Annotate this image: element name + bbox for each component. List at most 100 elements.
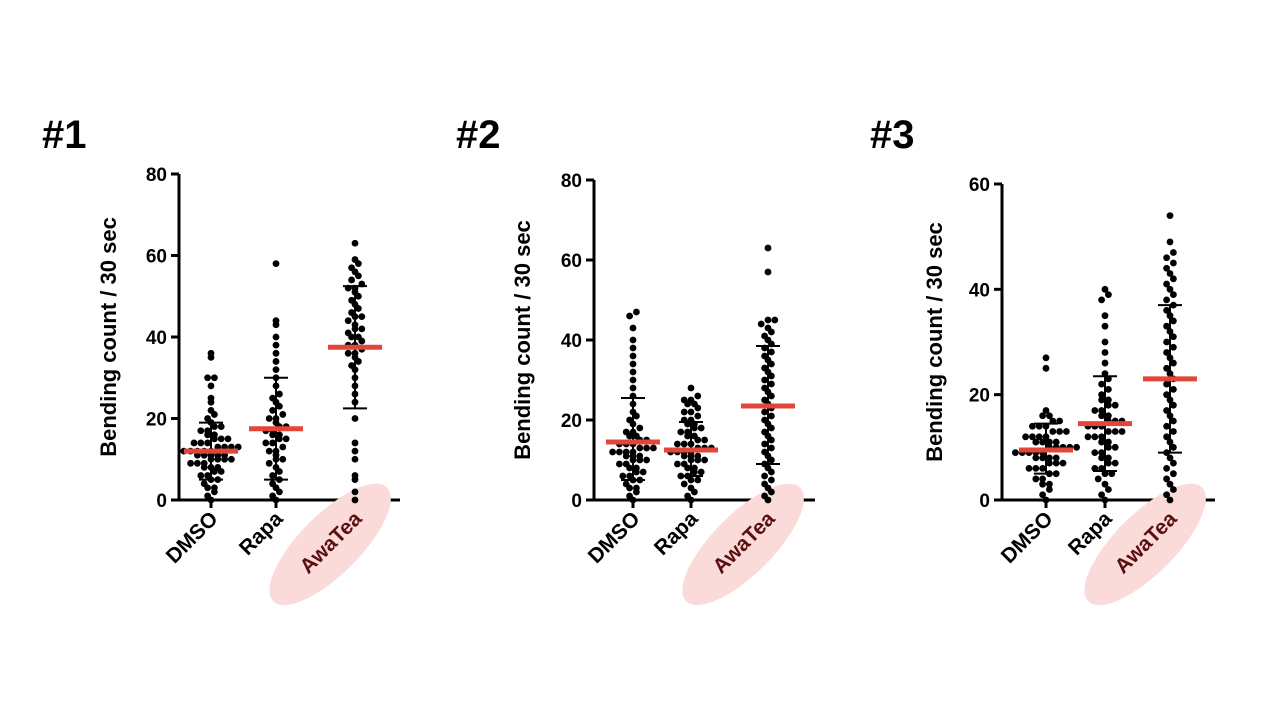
data-point xyxy=(626,472,633,480)
data-point xyxy=(768,412,775,420)
data-point xyxy=(1039,491,1046,499)
data-point xyxy=(265,459,273,467)
data-point xyxy=(1098,380,1105,388)
data-point xyxy=(680,408,688,416)
data-point xyxy=(1163,475,1170,483)
data-point xyxy=(687,396,695,404)
data-point xyxy=(1170,470,1177,478)
data-point xyxy=(272,358,280,365)
data-point xyxy=(204,374,212,382)
category-highlight xyxy=(1084,483,1206,606)
data-point xyxy=(1046,438,1053,446)
data-point xyxy=(1105,443,1112,451)
data-point xyxy=(348,309,355,316)
data-point xyxy=(1166,285,1174,293)
data-point xyxy=(680,440,688,448)
y-tick-label: 20 xyxy=(146,410,167,431)
data-point xyxy=(1163,307,1170,314)
data-point xyxy=(1046,459,1053,467)
data-point xyxy=(629,344,637,352)
data-point xyxy=(1098,296,1105,304)
data-point xyxy=(768,348,775,356)
data-point xyxy=(1170,249,1177,256)
data-point xyxy=(680,480,688,488)
chart-panel-2: #2 Bending count / 30 sec 0 20 40 60 80 DMSO Rap… xyxy=(456,113,815,606)
data-point xyxy=(351,415,359,422)
data-point xyxy=(1105,459,1112,467)
data-point xyxy=(1084,433,1092,441)
data-point xyxy=(1170,486,1177,493)
data-point xyxy=(348,362,355,369)
data-point xyxy=(1163,380,1170,388)
data-point xyxy=(276,431,283,439)
data-point xyxy=(629,336,637,344)
data-point xyxy=(1032,438,1040,446)
data-point xyxy=(1098,433,1105,441)
data-point xyxy=(217,435,225,443)
data-point xyxy=(1163,465,1170,472)
data-point xyxy=(1039,412,1046,420)
data-point xyxy=(761,408,768,416)
data-point xyxy=(344,317,352,325)
data-point xyxy=(1170,359,1177,367)
data-point xyxy=(1012,449,1019,456)
data-point xyxy=(694,476,702,484)
data-point xyxy=(279,411,287,418)
data-point xyxy=(1052,438,1060,446)
data-point xyxy=(351,496,359,504)
data-point xyxy=(1170,291,1177,298)
data-point xyxy=(619,472,627,480)
data-point xyxy=(687,384,695,392)
data-point xyxy=(279,455,287,463)
data-point xyxy=(272,333,280,341)
data-point xyxy=(204,439,212,447)
data-point xyxy=(1098,396,1105,404)
data-point xyxy=(691,464,698,472)
data-point xyxy=(1098,449,1105,456)
data-point xyxy=(629,376,637,384)
x-category-label: DMSO xyxy=(997,507,1058,568)
data-point xyxy=(358,325,366,333)
data-point xyxy=(1118,428,1126,435)
data-point xyxy=(764,324,772,332)
data-point xyxy=(771,316,779,324)
y-tick-label: 80 xyxy=(561,171,582,192)
x-category-group: DMSO xyxy=(162,507,223,568)
data-point xyxy=(351,488,359,496)
data-point xyxy=(636,444,644,452)
data-point xyxy=(1052,454,1060,462)
data-point xyxy=(764,316,772,324)
data-point xyxy=(211,431,218,439)
data-point xyxy=(761,376,768,384)
data-point xyxy=(1091,449,1099,456)
data-point xyxy=(629,360,637,368)
data-point xyxy=(1098,491,1105,499)
data-point xyxy=(1022,433,1029,441)
data-point xyxy=(622,460,630,468)
data-point xyxy=(351,439,359,447)
data-point xyxy=(680,396,688,404)
data-point xyxy=(1032,475,1040,483)
data-point xyxy=(197,439,205,447)
data-point xyxy=(1101,312,1109,320)
y-tick-label: 0 xyxy=(156,491,167,512)
data-point xyxy=(207,349,215,357)
data-point xyxy=(761,384,768,392)
data-point xyxy=(1039,454,1046,462)
data-point xyxy=(272,260,280,268)
data-point xyxy=(358,313,366,321)
data-point xyxy=(1163,322,1170,330)
y-tick-label: 0 xyxy=(979,491,990,512)
category-highlight xyxy=(269,483,391,606)
data-point xyxy=(204,472,212,479)
data-point xyxy=(1046,486,1053,493)
data-point xyxy=(1163,422,1170,430)
data-point xyxy=(348,296,355,304)
data-point xyxy=(207,394,215,402)
data-point xyxy=(1073,443,1080,451)
data-point xyxy=(687,408,695,416)
data-point xyxy=(639,468,647,476)
data-point xyxy=(1105,396,1112,404)
data-point xyxy=(262,439,270,447)
